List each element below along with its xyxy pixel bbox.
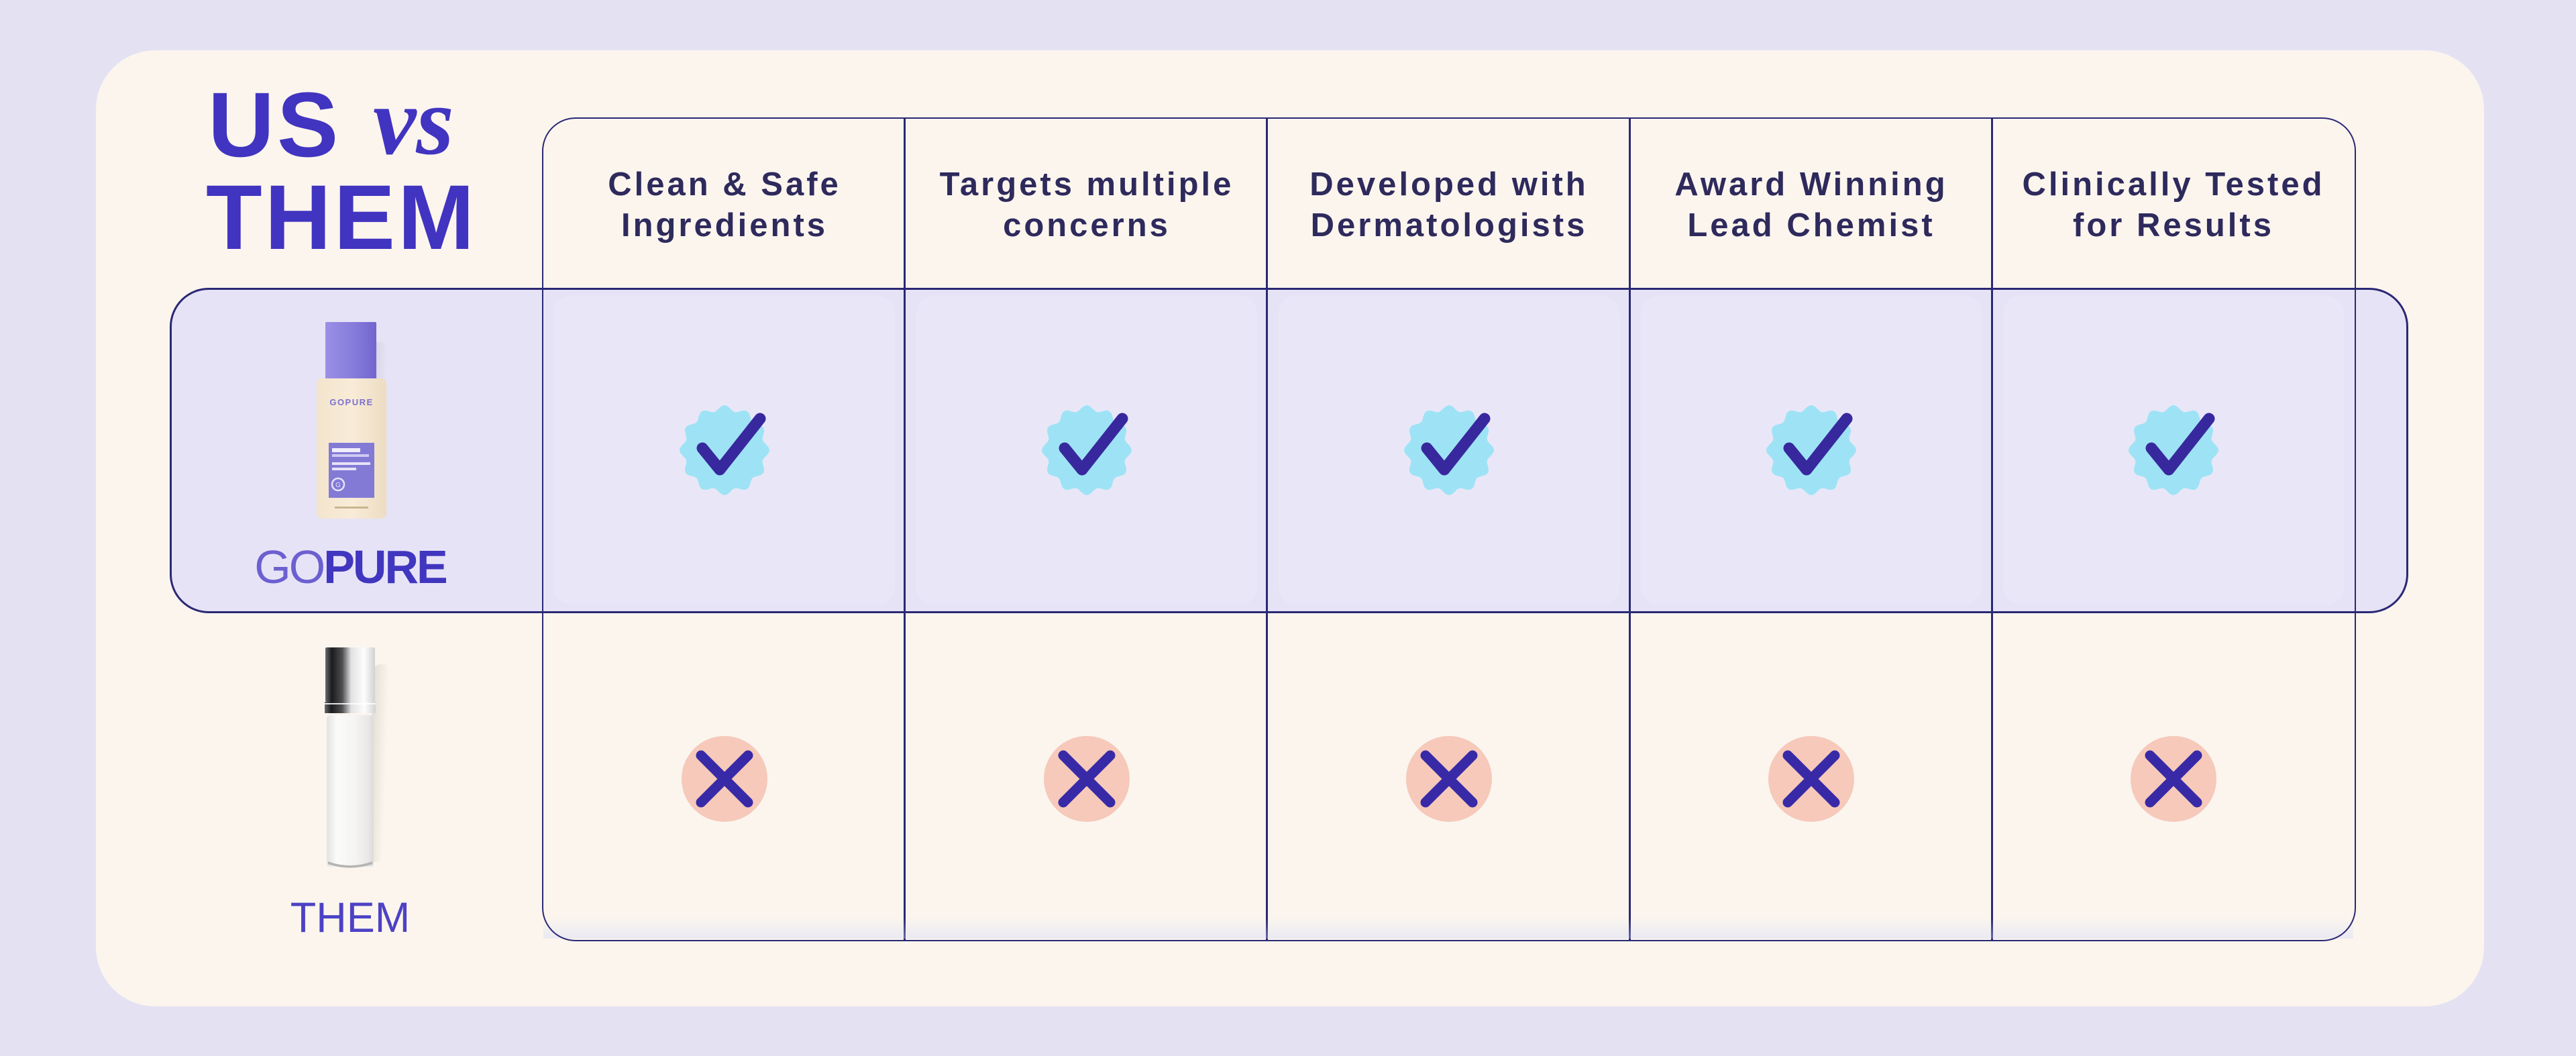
svg-text:G: G: [335, 482, 341, 489]
svg-text:GOPURE: GOPURE: [329, 397, 373, 407]
